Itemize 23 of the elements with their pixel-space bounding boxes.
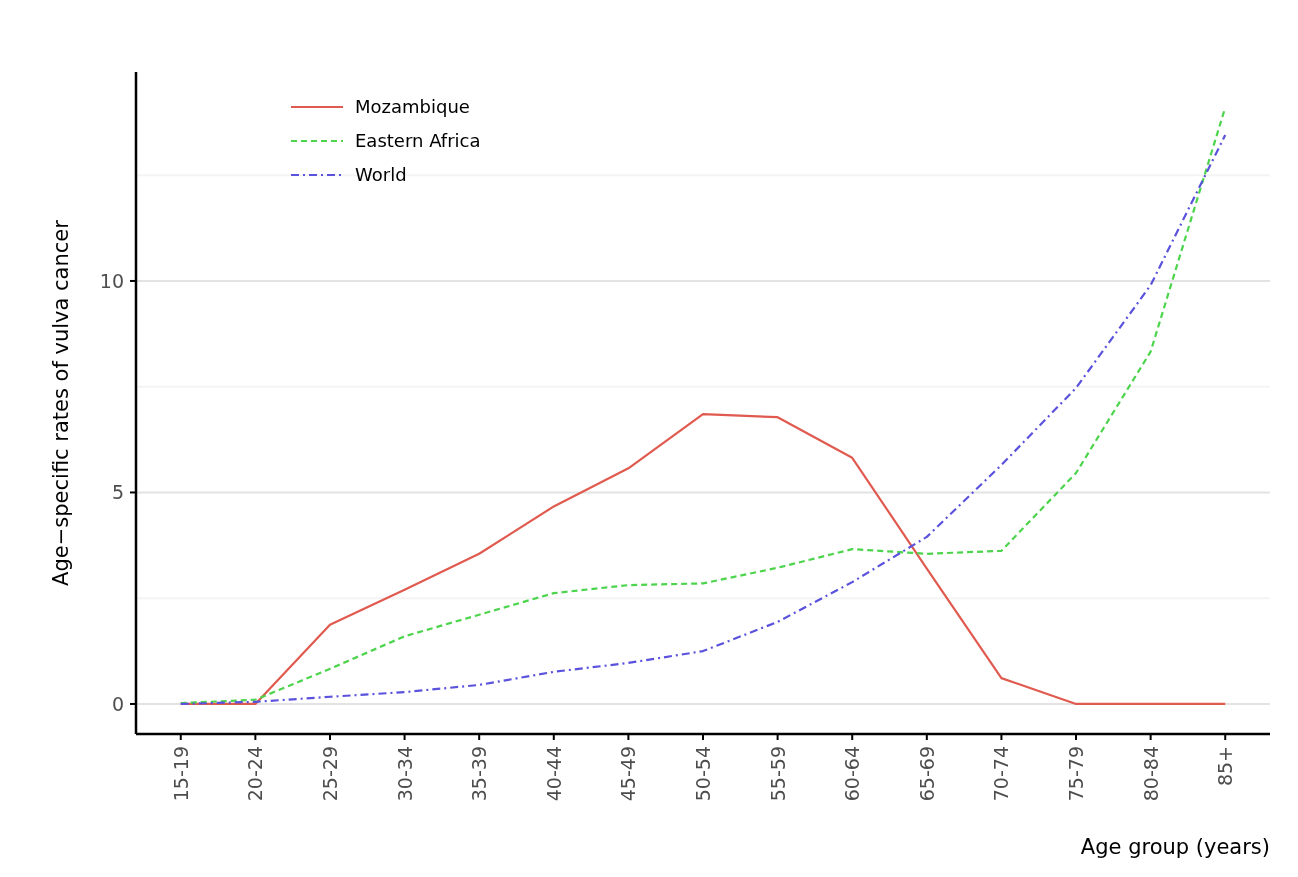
legend-label: Mozambique [355,96,470,118]
x-tick-label: 70-74 [990,746,1013,802]
y-tick-label: 10 [99,269,124,292]
x-axis-title: Age group (years) [1080,835,1270,859]
y-tick-label: 5 [111,481,124,504]
x-tick-label: 65-69 [915,746,938,802]
x-tick-label: 75-79 [1065,746,1088,802]
x-tick-label: 20-24 [244,746,267,802]
x-tick-label: 85+ [1214,746,1237,787]
x-tick-label: 45-49 [617,746,640,802]
x-tick-label: 50-54 [692,746,714,802]
x-tick-label: 30-34 [393,746,416,802]
legend-label: Eastern Africa [355,130,481,152]
x-tick-label: 55-59 [766,746,789,802]
y-tick-label: 0 [111,692,124,715]
y-axis-title: Age−specific rates of vulva cancer [49,219,73,586]
x-tick-label: 60-64 [841,746,864,802]
x-tick-label: 35-39 [468,746,491,802]
x-tick-label: 80-84 [1139,746,1162,802]
x-tick-label: 25-29 [318,746,341,802]
legend-label: World [355,164,407,186]
x-tick-label: 15-19 [169,746,192,802]
x-tick-label: 40-44 [542,746,565,802]
